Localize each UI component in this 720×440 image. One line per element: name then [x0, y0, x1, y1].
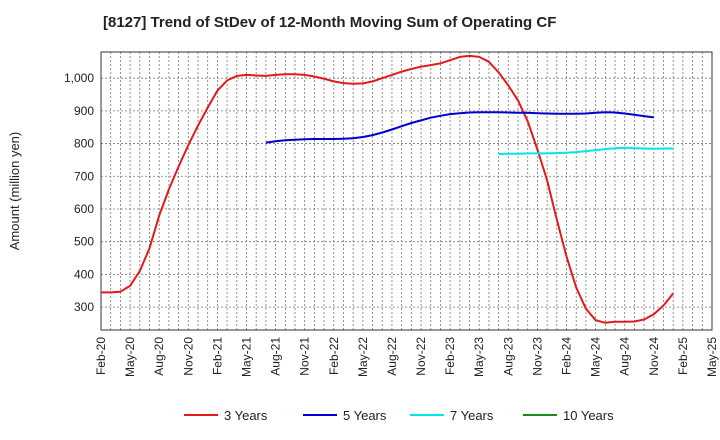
y-tick-label: 500 — [74, 235, 94, 249]
legend-item-3-years: 3 Years — [184, 408, 268, 423]
x-tick-label: Nov-20 — [181, 337, 195, 376]
grid-lines — [100, 52, 713, 330]
x-tick-label: Feb-24 — [560, 337, 574, 375]
legend: 3 Years 5 Years 7 Years 10 Years — [184, 408, 614, 423]
x-tick-label: May-25 — [705, 337, 719, 377]
chart-title: [8127] Trend of StDev of 12-Month Moving… — [103, 14, 557, 31]
legend-item-7-years: 7 Years — [410, 408, 494, 423]
y-tick-label: 800 — [74, 137, 94, 151]
y-tick-label: 300 — [74, 300, 94, 314]
x-tick-label: Nov-21 — [298, 337, 312, 376]
legend-label: 10 Years — [563, 408, 614, 423]
x-tick-labels: Feb-20 May-20 Aug-20 Nov-20 Feb-21 May-21 Aug-… — [94, 337, 719, 377]
x-tick-label: Feb-22 — [327, 337, 341, 375]
x-tick-label: Feb-25 — [676, 337, 690, 375]
legend-label: 3 Years — [224, 408, 268, 423]
y-tick-label: 1,000 — [64, 71, 94, 85]
plot-area-border — [100, 51, 713, 331]
x-tick-label: May-22 — [356, 337, 370, 377]
x-tick-label: Aug-23 — [501, 337, 515, 376]
x-tick-label: May-21 — [239, 337, 253, 377]
y-tick-label: 600 — [74, 202, 94, 216]
y-tick-label: 900 — [74, 104, 94, 118]
series-line-7-years — [498, 146, 674, 155]
x-tick-label: May-20 — [123, 337, 137, 377]
x-tick-label: May-24 — [589, 337, 603, 377]
x-tick-label: Feb-20 — [94, 337, 108, 375]
x-tick-label: Aug-21 — [269, 337, 283, 376]
y-tick-label: 400 — [74, 267, 94, 281]
x-tick-label: Aug-22 — [385, 337, 399, 376]
legend-item-5-years: 5 Years — [303, 408, 387, 423]
series-line-5-years — [265, 111, 654, 144]
legend-label: 7 Years — [450, 408, 494, 423]
legend-label: 5 Years — [343, 408, 387, 423]
y-tick-labels: 300 400 500 600 700 800 900 1,000 — [64, 71, 94, 314]
x-tick-label: Aug-20 — [152, 337, 166, 376]
x-tick-label: Nov-23 — [530, 337, 544, 376]
series-line-3-years — [101, 54, 674, 324]
x-tick-label: May-23 — [472, 337, 486, 377]
y-tick-label: 700 — [74, 169, 94, 183]
x-tick-label: Nov-24 — [647, 337, 661, 376]
series-lines — [101, 54, 674, 324]
y-axis-label: Amount (million yen) — [7, 132, 22, 251]
x-tick-label: Feb-23 — [443, 337, 457, 375]
x-tick-label: Feb-21 — [210, 337, 224, 375]
x-tick-label: Nov-22 — [414, 337, 428, 376]
legend-item-10-years: 10 Years — [523, 408, 614, 423]
x-tick-label: Aug-24 — [618, 337, 632, 376]
